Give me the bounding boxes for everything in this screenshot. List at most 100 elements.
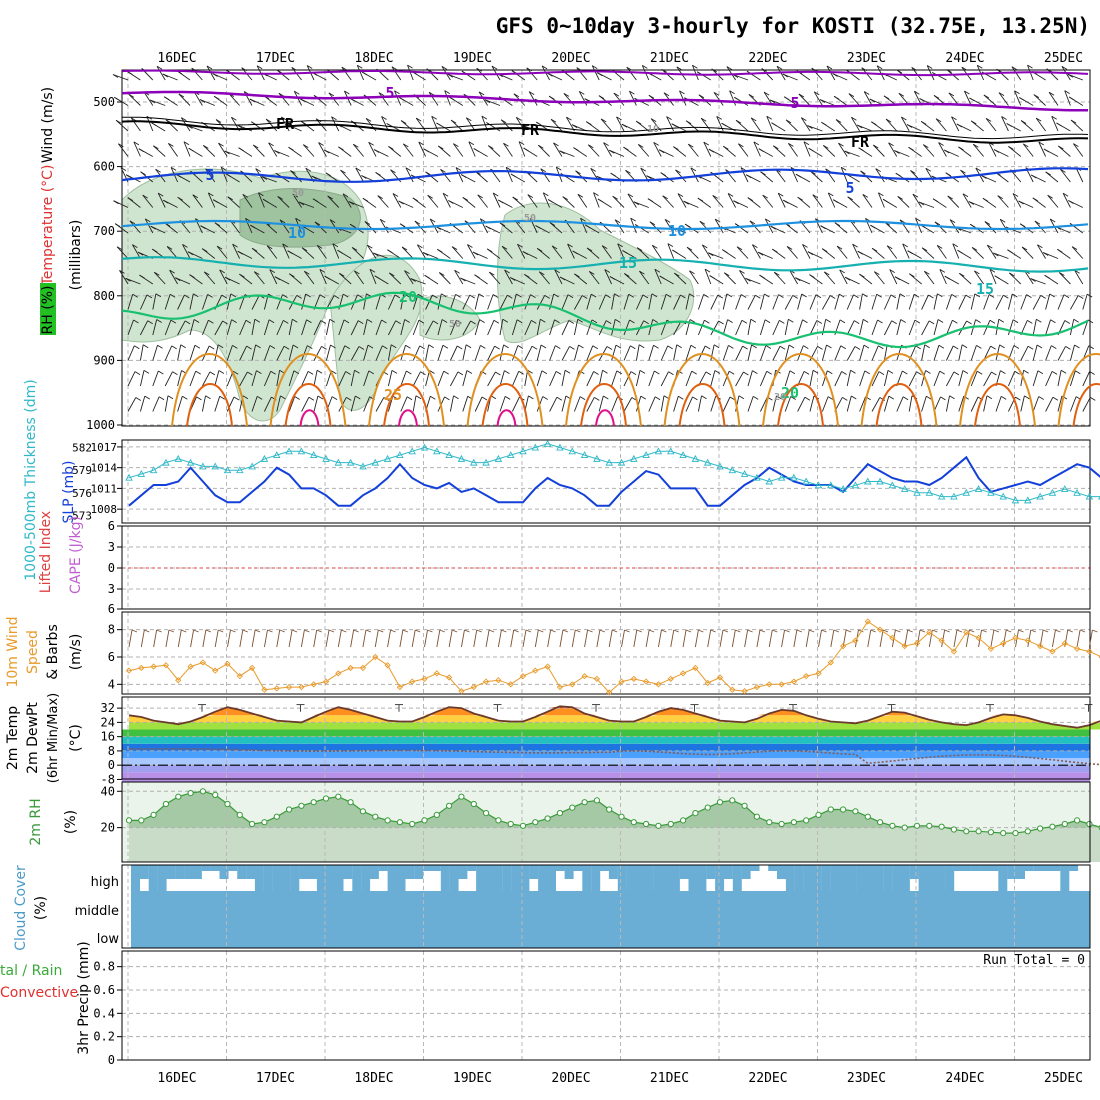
wind-barb (183, 141, 191, 157)
wind-barb-flag (154, 271, 160, 276)
wind-barb (440, 169, 451, 183)
wind-barb-flag (677, 193, 684, 197)
wind-barb-flag (386, 123, 392, 127)
wind-barb (933, 319, 939, 336)
wind-barb-flag (1024, 395, 1030, 400)
wind-barb-flag (265, 118, 272, 123)
wind-barb-flag (988, 294, 995, 298)
wind-barb-flag (614, 293, 620, 298)
wind-barb-flag (643, 320, 649, 325)
wind-barb-flag (504, 370, 510, 374)
wind-barb (239, 371, 248, 387)
rh2m-point (396, 819, 403, 826)
wind-barb (689, 270, 699, 285)
wind-barb (897, 196, 910, 208)
wind-barb (573, 319, 579, 336)
wind10-speed-point (458, 688, 465, 695)
wind-barb-flag (392, 193, 399, 197)
wind-barb-flag (268, 319, 275, 324)
wind-barb (889, 269, 898, 285)
temp-contour-30 (186, 383, 233, 427)
wind10-speed-point (569, 681, 576, 688)
wind10-speed-point (852, 637, 859, 644)
wind-barb (338, 272, 352, 285)
wind-barb-flag (981, 175, 987, 179)
cloud-high-bar (237, 865, 247, 879)
temp-contour-25 (1057, 353, 1100, 427)
rh2m-point (889, 822, 896, 829)
wind-barb (301, 247, 315, 259)
wind-barb-flag (1037, 244, 1043, 249)
rh-region (329, 254, 423, 411)
wind-barb-flag (1023, 143, 1029, 148)
wind-barb (660, 371, 669, 387)
cloud-high-bar (1060, 865, 1070, 891)
wind-barb (119, 270, 129, 285)
wind-barb-flag (224, 276, 231, 281)
wind-barb (884, 221, 898, 234)
wind-barb-flag (916, 371, 922, 376)
wind-barb (785, 119, 798, 132)
wind-barb (628, 90, 637, 106)
wind10-barb (694, 629, 699, 648)
wind-barb-flag (579, 91, 585, 95)
wind-barb-flag (827, 396, 834, 400)
wind-barb-flag (431, 115, 437, 120)
rh2m-axis-label: 2m RH (28, 798, 44, 845)
wind-barb (152, 345, 158, 361)
wind10-barb-flag (230, 629, 236, 633)
wind-barb (129, 220, 141, 234)
temp-ytick-label: 8 (108, 744, 115, 758)
wind-barb (387, 320, 397, 336)
wind-barb (462, 294, 471, 310)
wind-barb (327, 195, 340, 208)
wind-barb (639, 270, 650, 285)
wind10-barb (707, 629, 712, 648)
thickness-point (1085, 492, 1094, 500)
thickness-point (790, 473, 798, 481)
wind-barb (202, 145, 216, 157)
wind-barb-flag (333, 295, 340, 299)
wind-barb-flag (383, 397, 390, 401)
wind10-barb-flag (168, 629, 175, 633)
wind-barb-flag (827, 370, 833, 375)
rh2m-point (483, 810, 490, 817)
wind-barb-flag (946, 69, 952, 73)
wind-barb (263, 371, 272, 387)
wind-barb-flag (1015, 396, 1021, 401)
rh2m-point (212, 791, 219, 799)
wind-barb-flag (933, 95, 940, 99)
rh2m-point (1074, 817, 1081, 824)
wind-barb-flag (958, 146, 964, 151)
wind-barb (648, 293, 653, 310)
cloud-high-bar (263, 865, 273, 891)
wind-barb-flag (684, 223, 691, 228)
wind-barb (612, 195, 625, 208)
wind-barb-flag (1036, 344, 1043, 349)
wind-barb-flag (323, 149, 330, 154)
wind-barb (400, 345, 406, 361)
wind-barb (562, 196, 575, 208)
wind-barb-flag (770, 225, 776, 230)
cloud-high-bar (653, 865, 663, 891)
wind-barb-flag (331, 370, 337, 375)
wind-barb-flag (899, 219, 906, 224)
wind-barb-flag (491, 65, 498, 70)
wind-barb (313, 395, 319, 412)
wind-barb-flag (902, 370, 908, 375)
thickness-point (445, 451, 453, 459)
rh2m-fill-upper (129, 791, 1100, 828)
wind-barb-flag (828, 192, 834, 197)
wind-barb-flag (1088, 345, 1095, 350)
wind-barb (484, 99, 501, 106)
wind-barb (872, 144, 885, 157)
wind-barb-flag (330, 344, 336, 349)
wind-barb-flag (985, 118, 992, 122)
rh2m-point (495, 817, 502, 824)
wind-barb (834, 345, 842, 361)
wind-barb (203, 271, 216, 285)
wind-barb (157, 192, 166, 208)
wind10-barb (473, 629, 478, 648)
wind-barb (735, 371, 744, 387)
cloud-high-bar (520, 865, 530, 891)
